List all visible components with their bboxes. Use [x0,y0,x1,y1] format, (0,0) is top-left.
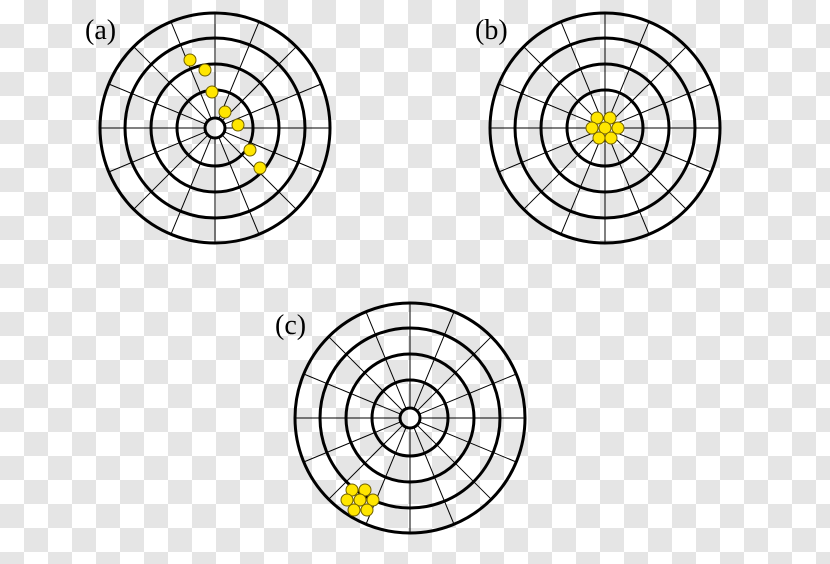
shot-dot [199,64,211,76]
shot-dot [219,106,231,118]
diagram-svg [0,0,830,564]
shot-dot [605,132,617,144]
target-c [295,303,525,533]
shot-dot [184,54,196,66]
target-a [100,13,330,243]
shot-dot [254,162,266,174]
label-a: (a) [85,15,116,47]
shot-dot [206,86,218,98]
target-b [490,13,720,243]
ring [400,408,420,428]
shot-dot [232,119,244,131]
label-b: (b) [475,15,508,47]
label-c: (c) [275,310,306,342]
shot-dot [348,504,360,516]
shot-dot [244,144,256,156]
ring [205,118,225,138]
shot-dot [593,132,605,144]
shot-dot [361,504,373,516]
